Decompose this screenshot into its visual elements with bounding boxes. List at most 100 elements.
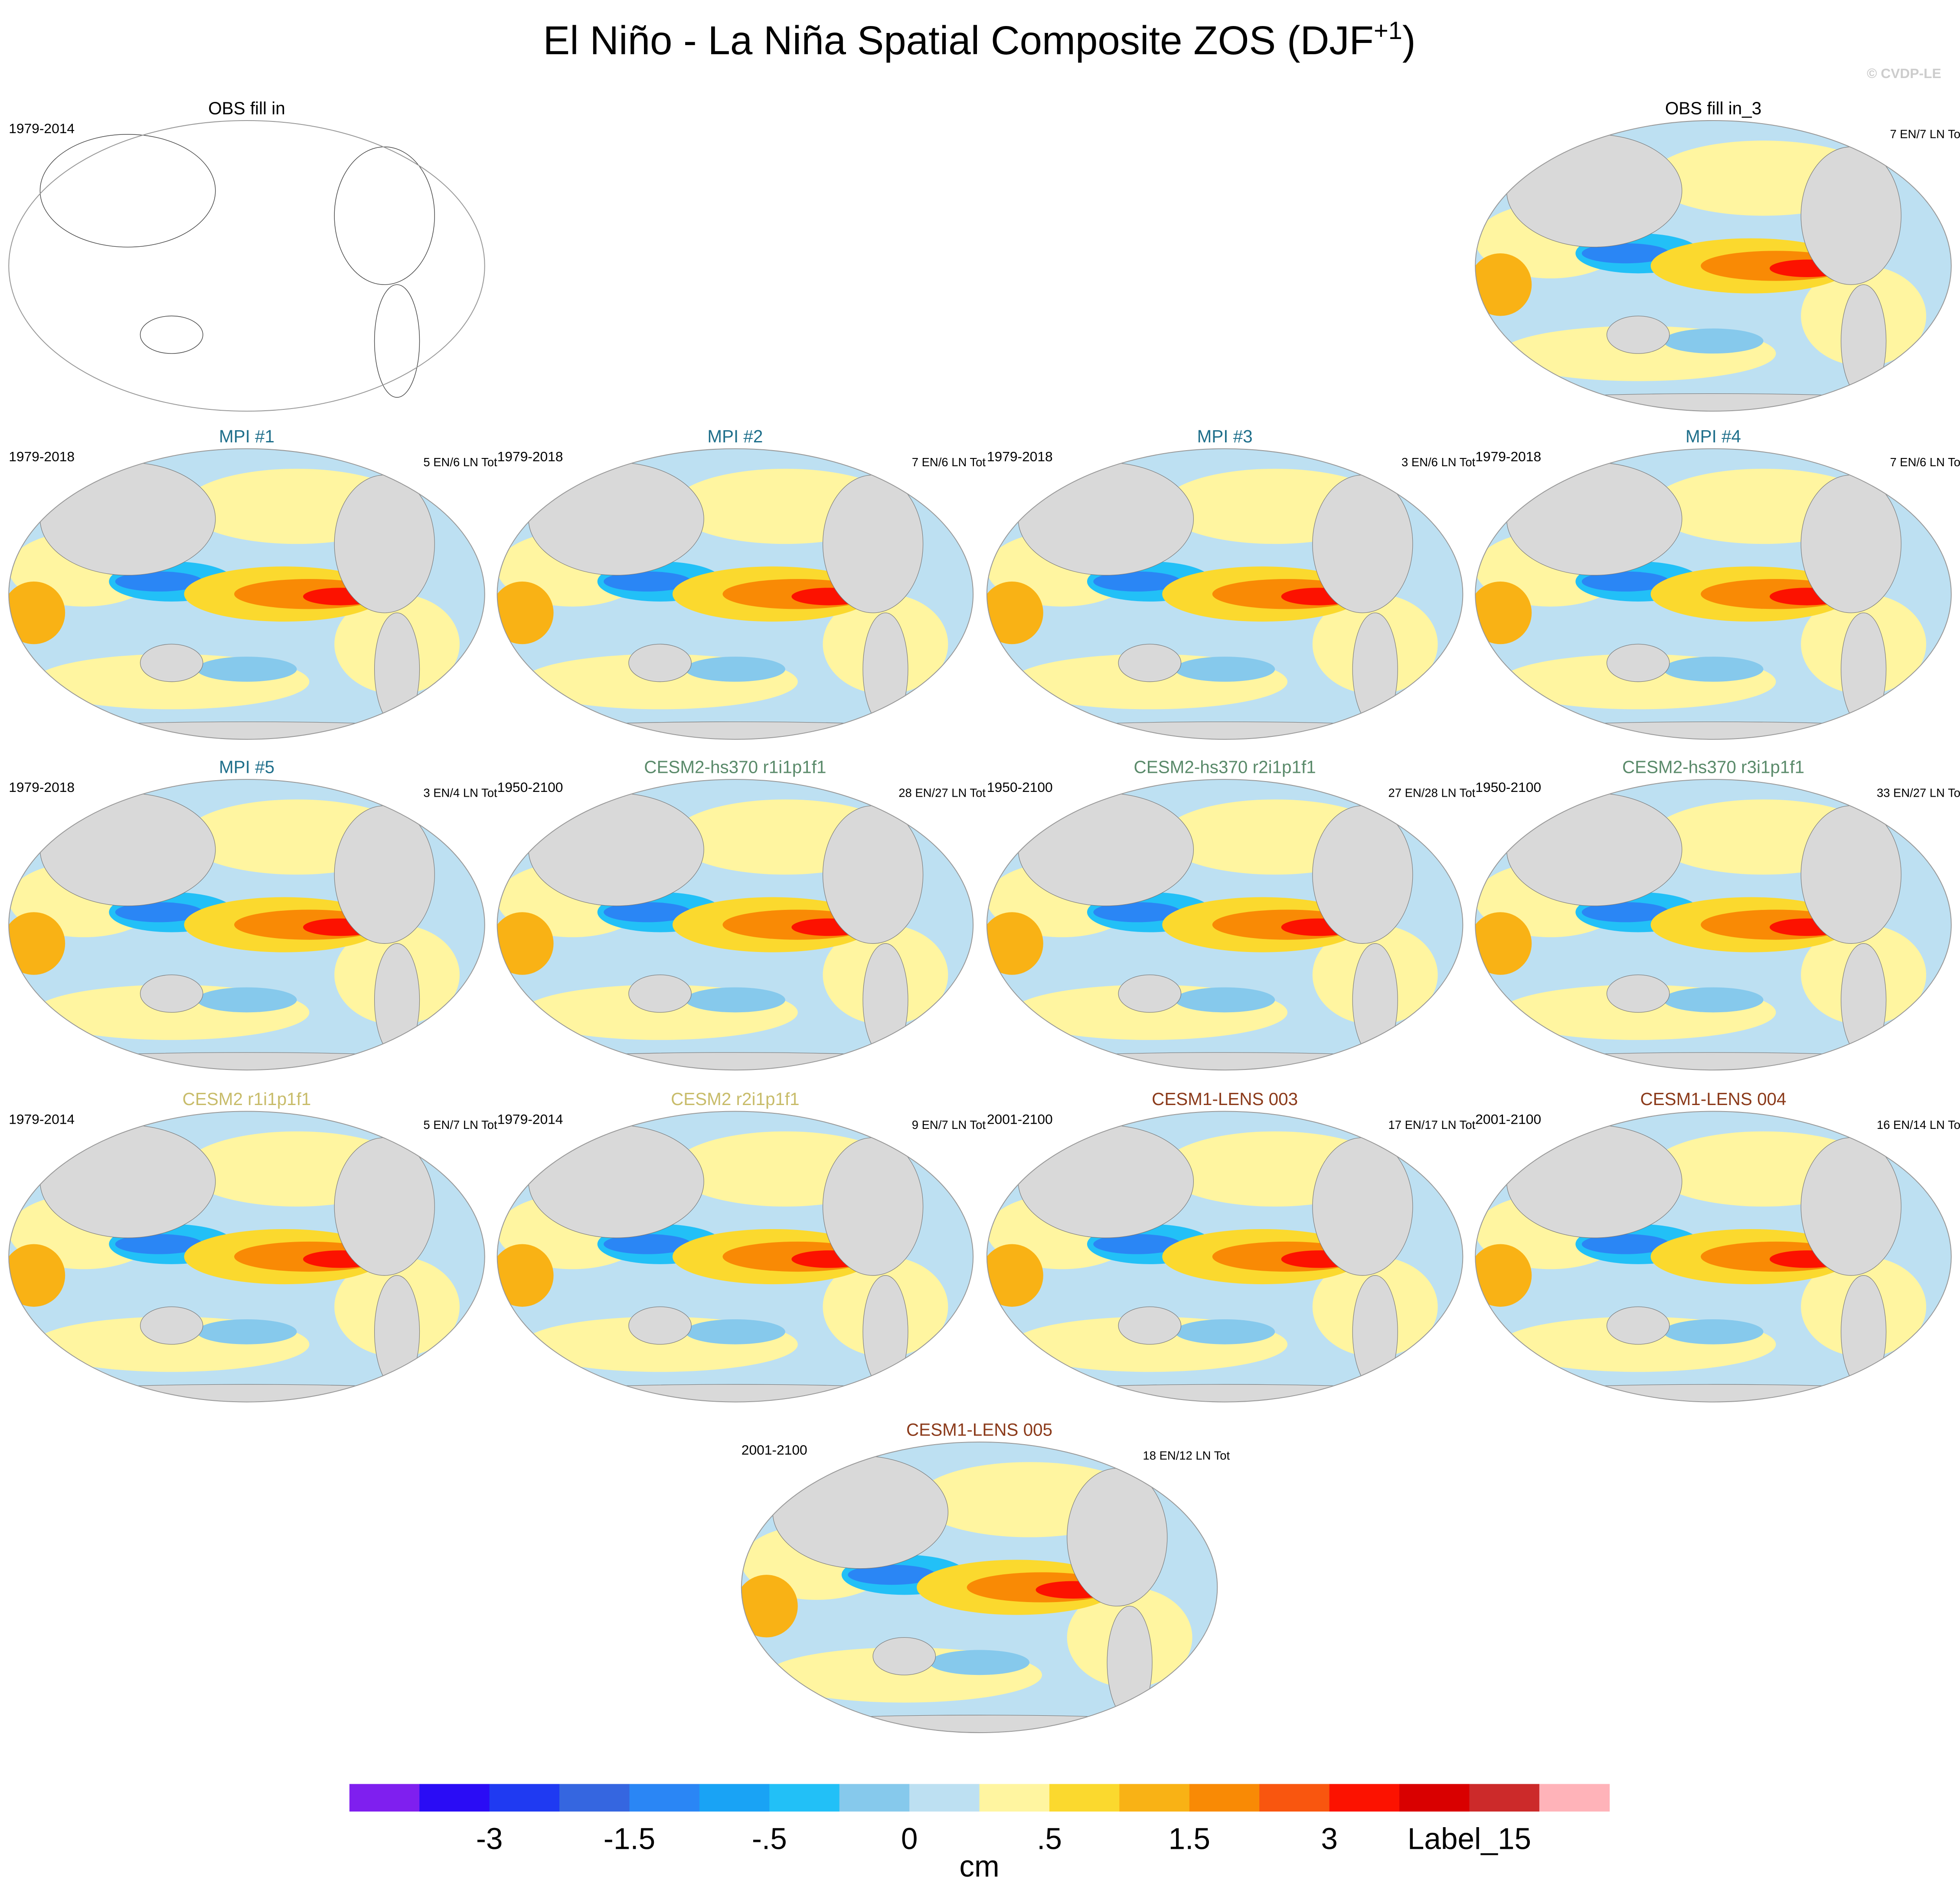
anomaly-region <box>1175 657 1275 682</box>
anomaly-region <box>1175 1319 1275 1344</box>
map-panel: MPI #2 1979-2018 7 EN/6 LN Tot <box>497 426 986 740</box>
event-count: 7 EN/6 LN Tot <box>1890 455 1960 469</box>
land <box>862 1275 908 1389</box>
panel-title: CESM2 r1i1p1f1 <box>183 1089 311 1109</box>
land <box>1506 462 1682 576</box>
anomaly-region <box>987 581 1043 644</box>
land <box>528 1125 704 1238</box>
land <box>1475 1384 1951 1402</box>
anomaly-region <box>9 912 65 975</box>
land <box>39 1125 216 1238</box>
land <box>1606 1306 1670 1345</box>
anomaly-region <box>848 1565 936 1585</box>
title-text: El Niño - La Niña Spatial Composite ZOS … <box>543 18 1374 63</box>
coastline <box>374 284 420 398</box>
panel-title: CESM1-LENS 003 <box>1152 1089 1298 1109</box>
event-count: 7 EN/7 LN Tot <box>1890 127 1960 141</box>
anomaly-region <box>115 1234 203 1254</box>
map-field <box>497 448 973 739</box>
anomaly-region <box>1663 328 1764 354</box>
event-count: 3 EN/4 LN Tot <box>423 786 497 800</box>
panel-title: CESM2-hs370 r2i1p1f1 <box>1134 757 1316 777</box>
land <box>140 644 203 682</box>
map-border <box>741 1441 1218 1733</box>
map-panel: MPI #5 1979-2018 3 EN/4 LN Tot <box>8 757 497 1071</box>
map-field <box>741 1442 1218 1733</box>
colorbar-swatch <box>1469 1784 1540 1812</box>
map-panel: MPI #4 1979-2018 7 EN/6 LN Tot <box>1475 426 1960 740</box>
title-end: ) <box>1402 18 1416 63</box>
period-label: 1950-2100 <box>987 779 1053 795</box>
colorbar-label: 1.5 <box>1169 1822 1210 1856</box>
map-panel: OBS fill in_3 7 EN/7 LN Tot <box>1475 98 1960 412</box>
anomaly-region <box>497 581 554 644</box>
coastline <box>140 315 203 354</box>
land <box>1841 612 1887 726</box>
land <box>497 1052 973 1070</box>
land <box>334 474 435 613</box>
map-panel: CESM2 r1i1p1f1 1979-2014 5 EN/7 LN Tot <box>8 1089 497 1403</box>
land <box>1800 1137 1901 1276</box>
land <box>334 805 435 944</box>
event-count: 17 EN/17 LN Tot <box>1388 1118 1476 1132</box>
period-label: 1979-2014 <box>9 1111 75 1127</box>
land <box>374 943 420 1057</box>
event-count: 7 EN/6 LN Tot <box>912 455 986 469</box>
anomaly-region <box>604 902 692 922</box>
colorbar-swatch <box>979 1784 1050 1812</box>
map-field <box>1475 1111 1951 1402</box>
land <box>1118 1306 1182 1345</box>
land <box>528 793 704 906</box>
panel-title: CESM2-hs370 r1i1p1f1 <box>644 757 826 777</box>
anomaly-region <box>1475 581 1532 644</box>
colorbar-swatch <box>489 1784 560 1812</box>
map-panel: MPI #1 1979-2018 5 EN/6 LN Tot <box>8 426 497 740</box>
coastline <box>334 146 435 285</box>
anomaly-region <box>9 1244 65 1307</box>
land <box>862 612 908 726</box>
period-label: 1979-2018 <box>9 449 75 464</box>
map-border <box>497 1111 974 1403</box>
land <box>374 612 420 726</box>
land <box>1118 975 1182 1013</box>
map-panel: CESM1-LENS 004 2001-2100 16 EN/14 LN Tot <box>1475 1089 1960 1403</box>
colorbar-swatch <box>1329 1784 1400 1812</box>
panel-title: CESM2-hs370 r3i1p1f1 <box>1622 757 1804 777</box>
event-count: 28 EN/27 LN Tot <box>898 786 986 800</box>
map-border <box>8 779 485 1071</box>
period-label: 2001-2100 <box>1475 1111 1541 1127</box>
colorbar-swatch <box>699 1784 770 1812</box>
anomaly-region <box>1093 571 1181 592</box>
land <box>822 805 924 944</box>
land <box>140 1306 203 1345</box>
colorbar-unit: cm <box>959 1849 999 1883</box>
land <box>741 1715 1218 1733</box>
colorbar-swatch <box>909 1784 980 1812</box>
map-panel: MPI #3 1979-2018 3 EN/6 LN Tot <box>986 426 1476 740</box>
event-count: 18 EN/12 LN Tot <box>1143 1449 1230 1462</box>
anomaly-region <box>741 1575 798 1638</box>
figure-title: El Niño - La Niña Spatial Composite ZOS … <box>543 17 1415 63</box>
anomaly-region <box>1581 1234 1669 1254</box>
land <box>1506 793 1682 906</box>
anomaly-region <box>497 1244 554 1307</box>
anomaly-region <box>685 1319 785 1344</box>
event-count: 5 EN/6 LN Tot <box>423 455 497 469</box>
map-panel: OBS fill in 1979-2014 <box>8 98 485 412</box>
anomaly-region <box>196 657 297 682</box>
land <box>1352 612 1398 726</box>
land <box>1841 1275 1887 1389</box>
land <box>1352 943 1398 1057</box>
land <box>772 1455 948 1569</box>
anomaly-region <box>196 987 297 1013</box>
land <box>987 1052 1463 1070</box>
land <box>374 1275 420 1389</box>
panel-title: OBS fill in <box>208 98 285 118</box>
land <box>1800 474 1901 613</box>
period-label: 2001-2100 <box>987 1111 1053 1127</box>
colorbar-swatch <box>1539 1784 1610 1812</box>
map-border <box>8 1111 485 1403</box>
panel-title: MPI #4 <box>1686 426 1741 446</box>
period-label: 1979-2018 <box>1475 449 1541 464</box>
event-count: 3 EN/6 LN Tot <box>1401 455 1476 469</box>
